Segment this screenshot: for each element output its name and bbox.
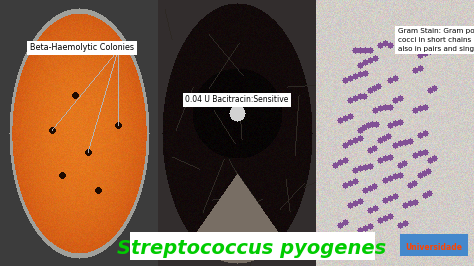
- Text: Streptococcus pyogenes: Streptococcus pyogenes: [118, 239, 387, 257]
- FancyBboxPatch shape: [130, 232, 375, 260]
- Text: Beta-Haemolytic Colonies: Beta-Haemolytic Colonies: [30, 44, 134, 52]
- Text: 0.04 U Bacitracin:Sensitive: 0.04 U Bacitracin:Sensitive: [185, 95, 289, 105]
- Text: Gram Stain: Gram positive
cocci in short chains but
also in pairs and singly: Gram Stain: Gram positive cocci in short…: [398, 28, 474, 52]
- FancyBboxPatch shape: [400, 234, 468, 256]
- Text: Universidade: Universidade: [405, 243, 463, 251]
